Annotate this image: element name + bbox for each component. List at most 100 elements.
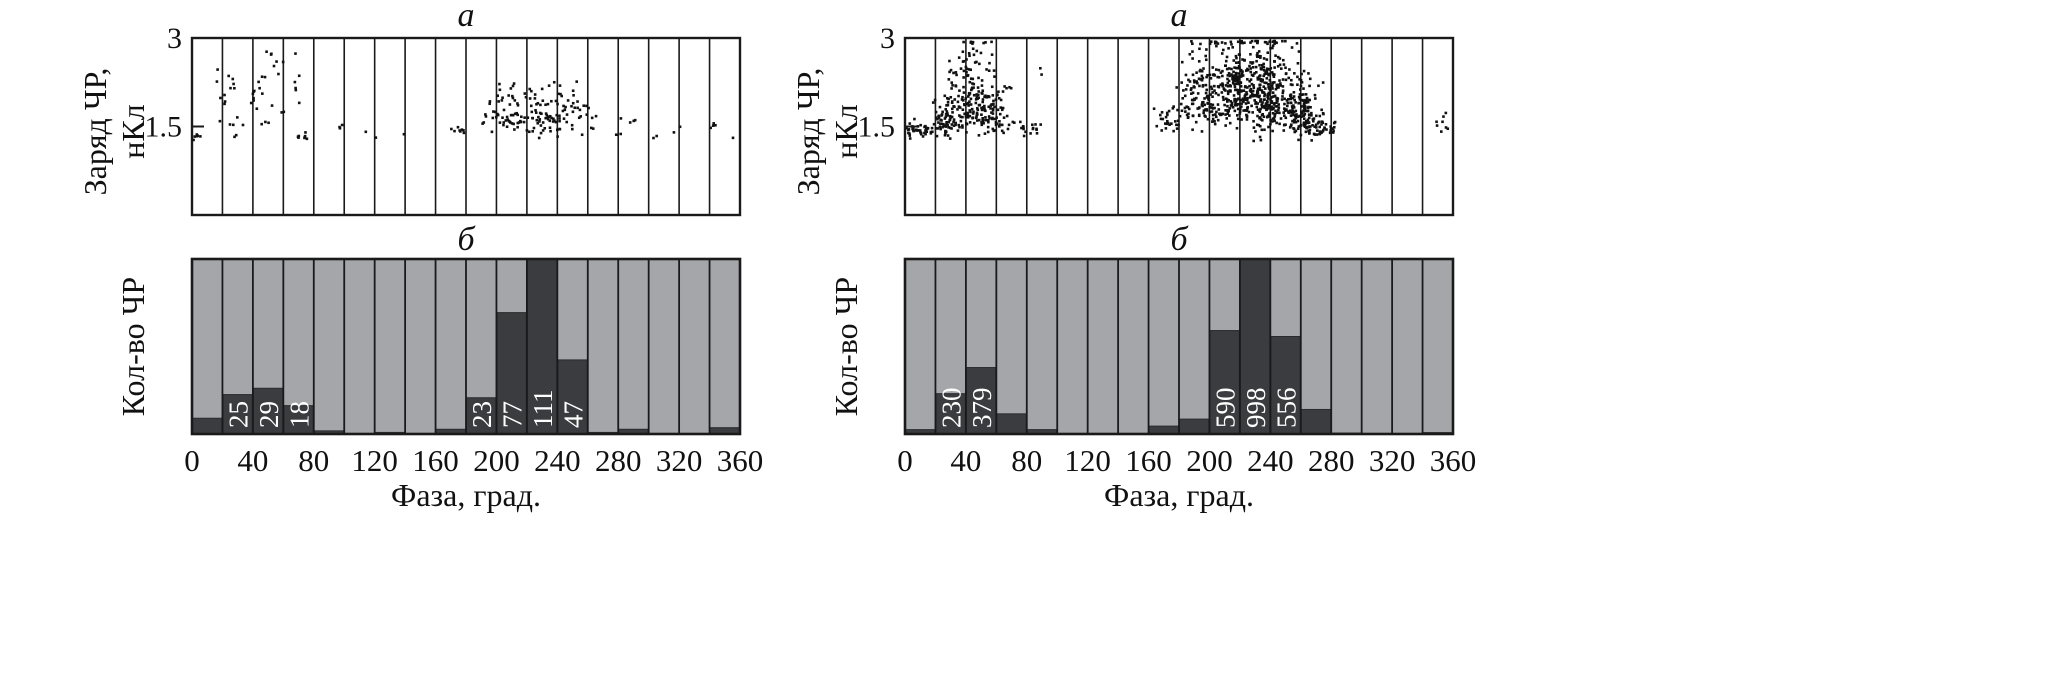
scatter-point — [1277, 108, 1280, 112]
scatter-point — [539, 124, 543, 127]
scatter-point — [937, 121, 940, 124]
scatter-point — [223, 102, 226, 106]
scatter-point — [977, 134, 981, 137]
bar-chart-left: 25 29 18 23 77 111 47 б Кол-во ЧР 0 40 80 120 160 200 2… — [115, 221, 763, 513]
scatter-point — [1022, 127, 1025, 131]
scatter-point — [1291, 107, 1294, 110]
scatter-point — [1258, 74, 1262, 77]
scatter-point — [1210, 120, 1214, 123]
scatter-point — [1324, 122, 1328, 126]
scatter-point — [1260, 89, 1264, 92]
scatter-point — [1222, 87, 1226, 90]
scatter-point — [1286, 104, 1289, 108]
scatter-points — [905, 39, 1450, 143]
scatter-point — [990, 85, 994, 89]
x-tick-label: 0 — [184, 443, 200, 478]
scatter-point — [918, 129, 922, 132]
scatter-point — [1214, 113, 1217, 116]
scatter-point — [1190, 40, 1193, 43]
scatter-point — [921, 135, 925, 138]
scatter-point — [1176, 108, 1179, 112]
scatter-point — [1304, 122, 1307, 125]
bar-background-bin — [192, 259, 223, 434]
scatter-point — [1260, 105, 1264, 109]
scatter-point — [1235, 126, 1239, 130]
scatter-point — [1276, 55, 1280, 59]
scatter-point — [552, 117, 555, 121]
bar-background-bin — [1361, 259, 1393, 434]
scatter-point — [1177, 123, 1180, 127]
scatter-point — [1211, 66, 1215, 69]
scatter-point — [1273, 60, 1277, 63]
x-tick-label: 240 — [1247, 443, 1294, 478]
scatter-point — [1247, 101, 1250, 105]
scatter-point — [229, 86, 232, 90]
scatter-point — [1292, 113, 1295, 117]
scatter-point — [1273, 94, 1277, 98]
scatter-point — [1238, 107, 1242, 111]
scatter-point — [1300, 72, 1303, 76]
scatter-point — [1224, 113, 1227, 116]
scatter-point — [1266, 42, 1269, 46]
scatter-point — [1020, 126, 1023, 130]
scatter-point — [1292, 127, 1296, 131]
scatter-point — [1251, 89, 1255, 93]
scatter-point — [1159, 117, 1163, 121]
scatter-point — [976, 113, 979, 116]
scatter-point — [1294, 101, 1297, 104]
scatter-point — [516, 102, 519, 105]
scatter-point — [1219, 83, 1223, 87]
scatter-point — [1253, 99, 1256, 102]
scatter-point — [1310, 114, 1313, 117]
scatter-point — [1304, 130, 1308, 134]
scatter-point — [516, 103, 520, 107]
scatter-point — [1205, 75, 1208, 79]
scatter-point — [1315, 129, 1319, 132]
scatter-point — [998, 112, 1002, 116]
scatter-point — [1244, 102, 1248, 105]
scatter-point — [544, 103, 547, 107]
scatter-point — [1206, 94, 1210, 98]
scatter-point — [1298, 88, 1302, 91]
scatter-point — [502, 108, 506, 112]
scatter-point — [1269, 118, 1272, 122]
scatter-point — [1217, 75, 1221, 79]
scatter-point — [1221, 82, 1224, 85]
y-axis-label-count: Кол-во ЧР — [828, 277, 864, 416]
scatter-point — [1204, 115, 1207, 118]
scatter-point — [962, 85, 965, 89]
scatter-point — [1303, 113, 1307, 116]
scatter-point — [948, 118, 952, 122]
scatter-point — [522, 120, 526, 124]
scatter-point — [1246, 86, 1249, 89]
scatter-point — [1195, 71, 1198, 74]
scatter-point — [998, 120, 1001, 123]
scatter-point — [1237, 64, 1241, 68]
scatter-point — [1196, 92, 1200, 95]
scatter-point — [1232, 79, 1235, 83]
scatter-point — [1232, 94, 1236, 97]
scatter-point — [1190, 92, 1193, 96]
scatter-point — [965, 67, 969, 71]
scatter-point — [1275, 98, 1279, 102]
scatter-point — [1258, 116, 1261, 120]
scatter-point — [980, 108, 984, 112]
scatter-point — [539, 103, 542, 107]
scatter-point — [913, 117, 916, 121]
scatter-point — [535, 102, 538, 106]
scatter-point — [983, 107, 986, 110]
y-axis-label-count: Кол-во ЧР — [115, 277, 151, 416]
scatter-point — [986, 125, 990, 129]
scatter-point — [1022, 134, 1026, 138]
scatter-point — [950, 100, 954, 103]
scatter-point — [1224, 89, 1227, 92]
scatter-point — [236, 116, 239, 119]
scatter-point — [965, 58, 968, 61]
bar-background-bin — [1392, 259, 1423, 434]
scatter-point — [971, 47, 975, 51]
scatter-point — [934, 110, 938, 114]
scatter-point — [1204, 83, 1208, 87]
scatter-point — [968, 109, 972, 112]
scatter-point — [1265, 72, 1269, 75]
scatter-point — [1233, 82, 1236, 86]
